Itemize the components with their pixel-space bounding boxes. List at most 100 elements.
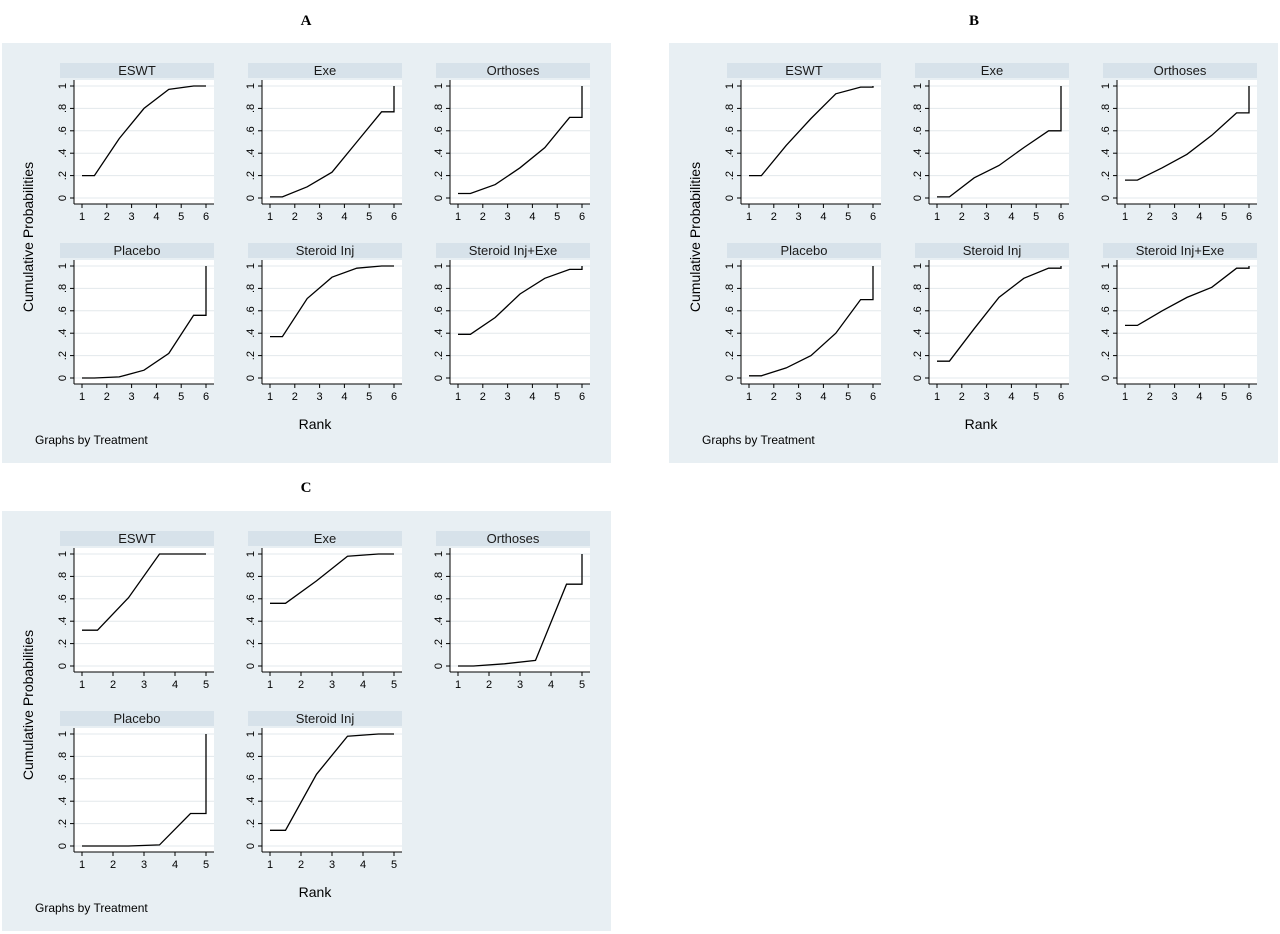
x-tick-label: 5 [579, 679, 585, 691]
figure-c: C Cumulative Probabilities Rank Graphs by T… [2, 480, 611, 931]
subplot-exe: Exe 0 .2 .4 .6 .8 1 1 2 3 4 5 6 [245, 63, 402, 223]
y-tick-label: .2 [724, 171, 736, 180]
y-tick-label: 1 [912, 263, 924, 269]
subplot-title-strip [60, 63, 214, 78]
y-tick-label: 0 [245, 843, 257, 849]
y-tick-label: 1 [1100, 263, 1112, 269]
y-tick-label: .2 [433, 351, 445, 360]
x-axis-label: Rank [965, 416, 999, 432]
x-tick-label: 4 [1008, 391, 1014, 403]
y-tick-label: .4 [433, 149, 445, 158]
x-tick-label: 4 [548, 679, 554, 691]
x-tick-label: 3 [317, 211, 323, 223]
y-tick-label: 0 [1100, 375, 1112, 381]
y-tick-label: .8 [1100, 104, 1112, 113]
subplot-title-strip [915, 243, 1069, 258]
subplot-title-strip [436, 243, 590, 258]
y-tick-label: .8 [433, 284, 445, 293]
subplot-title-strip [248, 531, 402, 546]
y-tick-label: 0 [245, 195, 257, 201]
y-tick-label: .8 [912, 284, 924, 293]
subplot-title-strip [727, 243, 881, 258]
plot-area [74, 548, 214, 672]
subplot-placebo: Placebo 0 .2 .4 .6 .8 1 1 2 3 4 5 6 [724, 243, 881, 403]
subplot-title-strip [248, 63, 402, 78]
x-tick-label: 2 [480, 391, 486, 403]
y-axis-label: Cumulative Probabilities [20, 630, 36, 780]
x-tick-label: 3 [141, 679, 147, 691]
subplot-title: ESWT [785, 63, 823, 78]
subplot-title: ESWT [118, 531, 156, 546]
x-tick-label: 2 [486, 679, 492, 691]
subplot-title-strip [60, 531, 214, 546]
subplot-steroid-inj: Steroid Inj 0 .2 .4 .6 .8 1 1 2 3 4 5 [245, 711, 402, 871]
subplot-title: Exe [314, 531, 336, 546]
subplot-title: Exe [314, 63, 336, 78]
y-tick-label: 0 [912, 375, 924, 381]
x-tick-label: 4 [820, 211, 826, 223]
x-tick-label: 5 [554, 211, 560, 223]
subplot-placebo: Placebo 0 .2 .4 .6 .8 1 1 2 3 4 5 6 [57, 243, 214, 403]
y-tick-label: .6 [433, 594, 445, 603]
y-tick-label: 1 [245, 731, 257, 737]
cumulative-probability-line [82, 734, 207, 847]
subplot-title: Exe [981, 63, 1003, 78]
x-tick-label: 1 [79, 859, 85, 871]
x-tick-label: 3 [129, 211, 135, 223]
x-tick-label: 4 [1196, 211, 1202, 223]
subplot-steroid-inj-exe: Steroid Inj+Exe 0 .2 .4 .6 .8 1 1 2 3 4 5 6 [1100, 243, 1257, 403]
x-tick-label: 5 [845, 391, 851, 403]
x-tick-label: 5 [1221, 211, 1227, 223]
cumulative-probability-line [1125, 86, 1250, 181]
x-tick-label: 3 [329, 679, 335, 691]
cumulative-probability-line [270, 553, 394, 604]
x-tick-label: 3 [796, 391, 802, 403]
x-tick-label: 3 [1172, 211, 1178, 223]
x-tick-label: 2 [292, 211, 298, 223]
x-tick-label: 4 [341, 391, 347, 403]
x-tick-label: 1 [934, 211, 940, 223]
subplot-eswt: ESWT 0 .2 .4 .6 .8 1 1 2 3 4 5 [57, 531, 214, 691]
x-tick-label: 4 [529, 391, 535, 403]
x-tick-label: 4 [153, 211, 159, 223]
x-tick-label: 1 [746, 211, 752, 223]
x-tick-label: 6 [579, 211, 585, 223]
x-tick-label: 2 [298, 679, 304, 691]
y-tick-label: 0 [57, 843, 69, 849]
x-tick-label: 3 [505, 211, 511, 223]
y-tick-label: 0 [433, 195, 445, 201]
cumulative-probability-line [1125, 266, 1250, 327]
x-tick-label: 2 [110, 679, 116, 691]
subplot-title: Orthoses [487, 531, 540, 546]
y-tick-label: .6 [433, 306, 445, 315]
y-tick-label: .6 [1100, 126, 1112, 135]
x-tick-label: 6 [870, 391, 876, 403]
subplot-title: Steroid Inj+Exe [1136, 243, 1225, 258]
y-tick-label: 0 [724, 375, 736, 381]
y-tick-label: 0 [912, 195, 924, 201]
y-tick-label: .6 [724, 126, 736, 135]
y-tick-label: .8 [1100, 284, 1112, 293]
cumulative-probability-line [270, 733, 394, 831]
y-tick-label: 1 [57, 731, 69, 737]
x-tick-label: 5 [845, 211, 851, 223]
y-axis-label: Cumulative Probabilities [687, 162, 703, 312]
x-tick-label: 4 [341, 211, 347, 223]
y-tick-label: .4 [1100, 149, 1112, 158]
x-tick-label: 3 [505, 391, 511, 403]
x-tick-label: 5 [203, 859, 209, 871]
y-tick-label: .6 [245, 594, 257, 603]
y-tick-label: .8 [57, 572, 69, 581]
plot-area [929, 80, 1069, 204]
y-tick-label: .2 [245, 639, 257, 648]
subplot-orthoses: Orthoses 0 .2 .4 .6 .8 1 1 2 3 4 5 6 [1100, 63, 1257, 223]
x-tick-label: 6 [579, 391, 585, 403]
x-tick-label: 1 [267, 859, 273, 871]
y-tick-label: .6 [724, 306, 736, 315]
y-tick-label: 0 [245, 663, 257, 669]
cumulative-probability-line [82, 266, 207, 379]
graphs-by-treatment-note: Graphs by Treatment [35, 901, 148, 915]
x-tick-label: 3 [984, 211, 990, 223]
x-tick-label: 1 [455, 679, 461, 691]
y-tick-label: 0 [57, 375, 69, 381]
